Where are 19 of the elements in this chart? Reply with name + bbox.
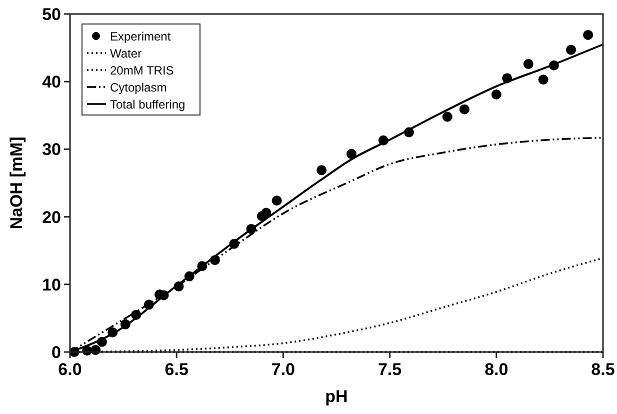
- x-tick-label: 7.5: [378, 360, 402, 379]
- x-axis-title: pH: [325, 387, 348, 406]
- legend-label: Experiment: [110, 30, 172, 44]
- legend-label: 20mM TRIS: [110, 64, 174, 78]
- y-tick-label: 20: [42, 208, 61, 227]
- x-tick-label: 6.0: [58, 360, 82, 379]
- x-tick-label: 8.5: [591, 360, 615, 379]
- x-tick-label: 6.5: [164, 360, 188, 379]
- y-tick-label: 50: [42, 5, 61, 24]
- legend-label: Water: [110, 46, 142, 60]
- y-tick-label: 10: [42, 275, 61, 294]
- y-tick-label: 30: [42, 140, 61, 160]
- legend-label: Total buffering: [110, 98, 186, 112]
- y-axis-title: NaOH [mM]: [7, 136, 26, 230]
- legend-label: Cytoplasm: [110, 80, 167, 94]
- x-tick-label: 7.0: [271, 360, 296, 379]
- y-tick-label: 0: [52, 343, 61, 362]
- y-tick-label: 40: [42, 72, 61, 92]
- x-tick-label: 8.0: [484, 360, 508, 379]
